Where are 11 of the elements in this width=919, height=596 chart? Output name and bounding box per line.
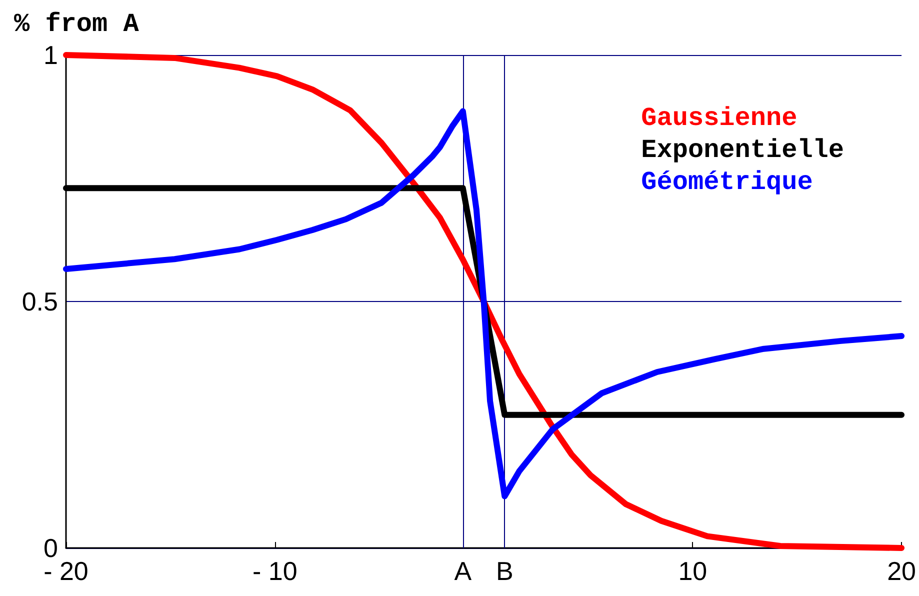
y-tick-label: 0.5 (22, 286, 58, 316)
text: Géométrique (641, 167, 813, 197)
y-tick-label: 1 (44, 40, 58, 70)
x-tick-label: 10 (678, 556, 708, 586)
text: Exponentielle (641, 135, 844, 165)
text: Gaussienne (641, 103, 798, 133)
x-tick-label: B (496, 556, 514, 586)
x-tick-label: A (454, 556, 472, 586)
x-tick-label: 20 (887, 556, 916, 586)
y-axis-title: % from A (14, 9, 140, 39)
x-tick-label: - 10 (252, 556, 298, 586)
